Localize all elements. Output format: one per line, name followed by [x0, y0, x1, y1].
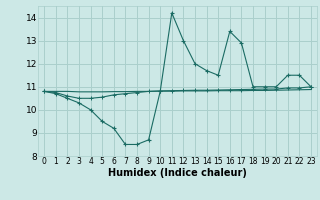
X-axis label: Humidex (Indice chaleur): Humidex (Indice chaleur) [108, 168, 247, 178]
